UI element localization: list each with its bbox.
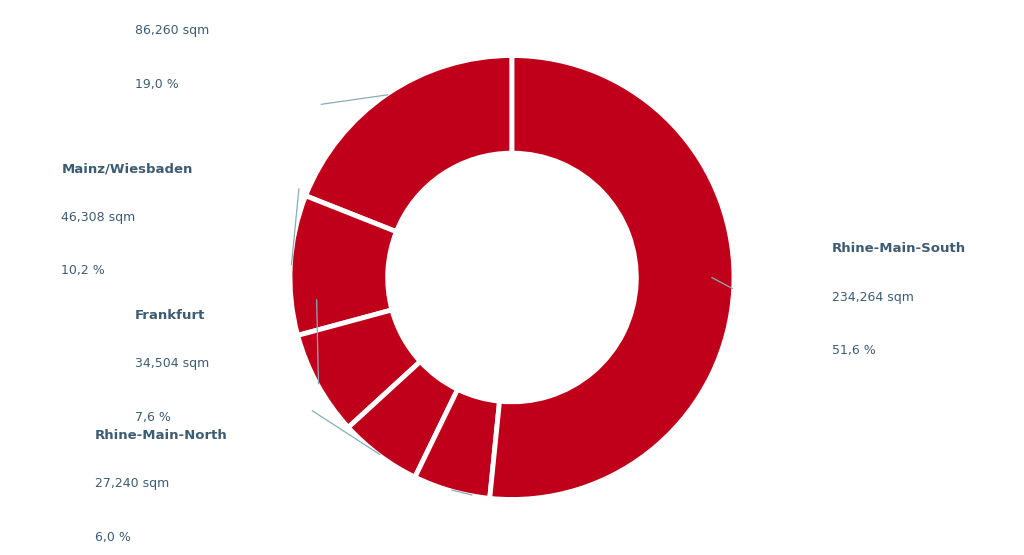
- Text: Frankfurt: Frankfurt: [134, 309, 205, 322]
- Text: 27,240 sqm: 27,240 sqm: [94, 477, 169, 490]
- Text: 19,0 %: 19,0 %: [134, 78, 178, 90]
- Text: 6,0 %: 6,0 %: [94, 531, 130, 543]
- Wedge shape: [305, 56, 512, 232]
- Text: Rhine-Main-North: Rhine-Main-North: [94, 429, 227, 442]
- Text: Mainz/Wiesbaden: Mainz/Wiesbaden: [61, 163, 193, 175]
- Text: 234,264 sqm: 234,264 sqm: [831, 291, 913, 304]
- Text: 46,308 sqm: 46,308 sqm: [61, 211, 135, 224]
- Text: 51,6 %: 51,6 %: [831, 344, 876, 357]
- Wedge shape: [298, 310, 420, 427]
- Text: Rhine-Main-South: Rhine-Main-South: [831, 243, 966, 255]
- Text: 86,260 sqm: 86,260 sqm: [134, 24, 209, 37]
- Wedge shape: [415, 389, 500, 498]
- Wedge shape: [348, 361, 458, 477]
- Text: 7,6 %: 7,6 %: [134, 411, 170, 423]
- Wedge shape: [489, 56, 734, 500]
- Text: 10,2 %: 10,2 %: [61, 264, 105, 277]
- Wedge shape: [290, 196, 396, 335]
- Text: 34,504 sqm: 34,504 sqm: [134, 357, 209, 370]
